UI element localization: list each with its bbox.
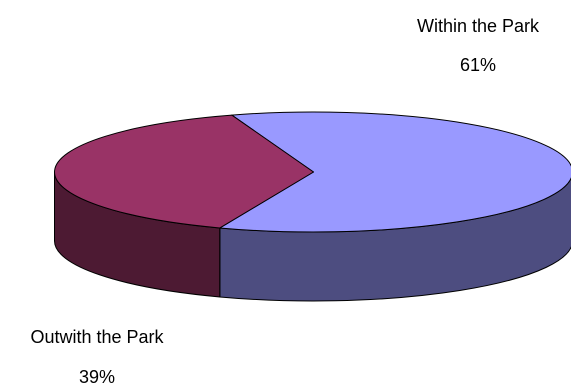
slice-label-outwith-park: Outwith the Park [30, 327, 164, 347]
pie-labels: Within the Park 61% Outwith the Park 39% [30, 16, 540, 387]
pie-tops [54, 111, 571, 233]
slice-top-outwith-the-park [54, 114, 314, 229]
slice-value-outwith-park: 39% [79, 367, 115, 387]
slice-value-within-park: 61% [460, 55, 496, 75]
slice-top-within-the-park [219, 111, 571, 233]
slice-label-within-park: Within the Park [417, 16, 540, 36]
